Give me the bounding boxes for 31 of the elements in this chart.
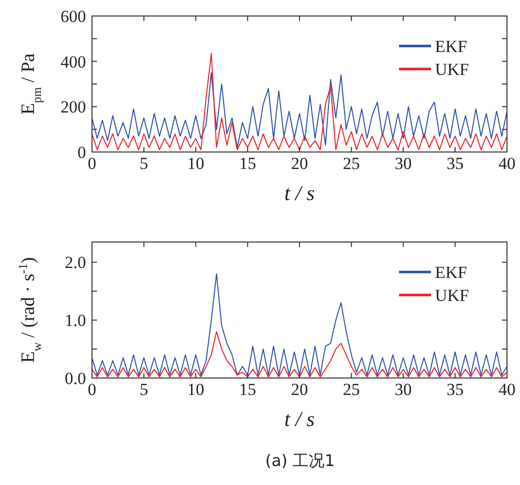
x-tick-label: 20	[291, 154, 308, 173]
y-tick-label: 600	[60, 6, 86, 26]
x-tick-label: 10	[187, 380, 204, 399]
y-tick-label: 400	[60, 52, 86, 72]
x-tick-label: 30	[394, 380, 412, 399]
x-tick-label: 15	[239, 380, 256, 399]
x-tick-label: 40	[498, 380, 516, 399]
x-axis-title: t / s	[284, 407, 315, 431]
x-tick-label: 10	[187, 154, 204, 173]
y-tick-label: 2.0	[64, 253, 86, 272]
x-tick-label: 5	[140, 154, 148, 173]
legend-label: UKF	[435, 286, 470, 305]
y-tick-label: 200	[60, 98, 86, 117]
legend-label: EKF	[435, 262, 468, 282]
x-tick-label: 5	[140, 380, 148, 399]
x-tick-label: 20	[291, 380, 308, 399]
y-tick-label: 0.0	[64, 368, 86, 388]
x-tick-label: 25	[342, 380, 360, 399]
x-tick-label: 15	[239, 154, 256, 173]
legend-label: UKF	[435, 60, 470, 79]
x-tick-label: 35	[446, 380, 464, 399]
x-tick-label: 35	[446, 154, 464, 173]
line-series	[92, 331, 507, 378]
legend-label: EKF	[435, 36, 468, 56]
x-tick-label: 30	[394, 154, 412, 173]
x-axis-title: t / s	[284, 181, 315, 205]
x-tick-label: 25	[342, 154, 360, 173]
line-series	[92, 52, 507, 150]
x-tick-label: 40	[498, 154, 516, 173]
text: (a) 工况1	[265, 451, 335, 470]
y-tick-label: 1.0	[64, 311, 86, 330]
